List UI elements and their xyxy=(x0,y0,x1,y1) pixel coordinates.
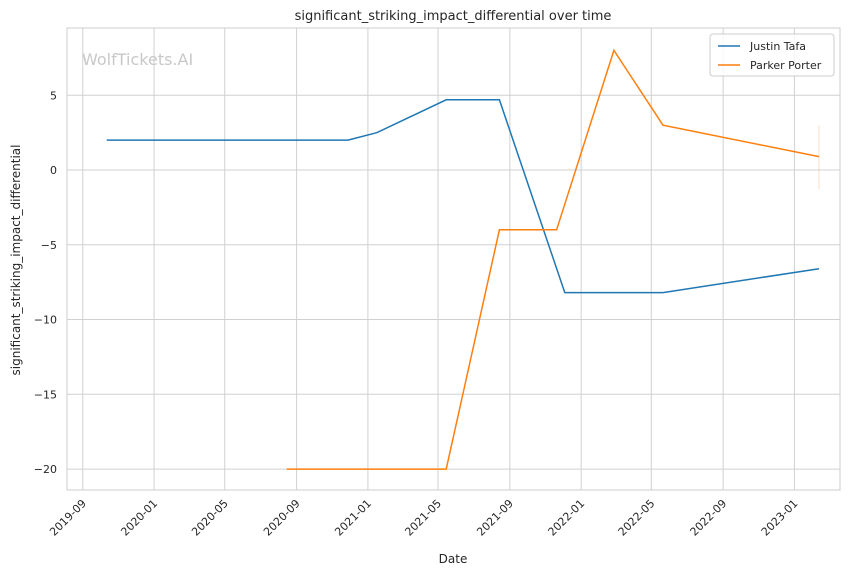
series-layer xyxy=(105,48,821,471)
watermark: WolfTickets.AI xyxy=(82,50,193,69)
data-point xyxy=(346,138,350,142)
grid-layer xyxy=(67,28,840,490)
x-tick-label: 2021-01 xyxy=(332,497,374,539)
data-point xyxy=(285,467,289,471)
data-point xyxy=(497,228,501,232)
y-tick-label: −10 xyxy=(34,314,57,327)
data-point xyxy=(105,138,109,142)
y-tick-label: −5 xyxy=(41,239,57,252)
data-point xyxy=(375,131,379,135)
x-tick-label: 2020-05 xyxy=(189,497,231,539)
x-tick-label: 2019-09 xyxy=(47,497,89,539)
data-point xyxy=(497,98,501,102)
legend-box xyxy=(709,33,835,77)
data-point xyxy=(817,267,821,271)
series-line xyxy=(106,99,820,294)
y-tick-label: 5 xyxy=(50,89,57,102)
data-point xyxy=(444,467,448,471)
y-axis-label: significant_striking_impact_differential xyxy=(9,145,23,376)
legend: Justin Tafa Parker Porter xyxy=(709,33,835,77)
x-tick-label: 2020-09 xyxy=(261,497,303,539)
plot-frame xyxy=(66,27,841,491)
data-point xyxy=(444,98,448,102)
data-point xyxy=(661,123,665,127)
legend-label: Justin Tafa xyxy=(749,40,806,53)
y-tick-label: 0 xyxy=(50,164,57,177)
x-axis-label: Date xyxy=(439,552,468,566)
data-point xyxy=(612,48,616,52)
series-line xyxy=(286,48,820,470)
x-tick-label: 2021-05 xyxy=(402,497,444,539)
x-tick-label: 2020-01 xyxy=(118,497,160,539)
y-tick-label: −20 xyxy=(34,463,57,476)
chart-title: significant_striking_impact_differential… xyxy=(295,9,612,24)
data-point xyxy=(661,291,665,295)
y-tick-label: −15 xyxy=(34,388,57,401)
x-tick-label: 2021-09 xyxy=(474,497,516,539)
x-tick-label: 2023-01 xyxy=(759,497,801,539)
legend-label: Parker Porter xyxy=(750,59,822,72)
x-tick-label: 2022-09 xyxy=(688,497,730,539)
x-tick-label: 2022-01 xyxy=(546,497,588,539)
x-tick-label: 2022-05 xyxy=(616,497,658,539)
data-point xyxy=(563,291,567,295)
data-point xyxy=(555,228,559,232)
